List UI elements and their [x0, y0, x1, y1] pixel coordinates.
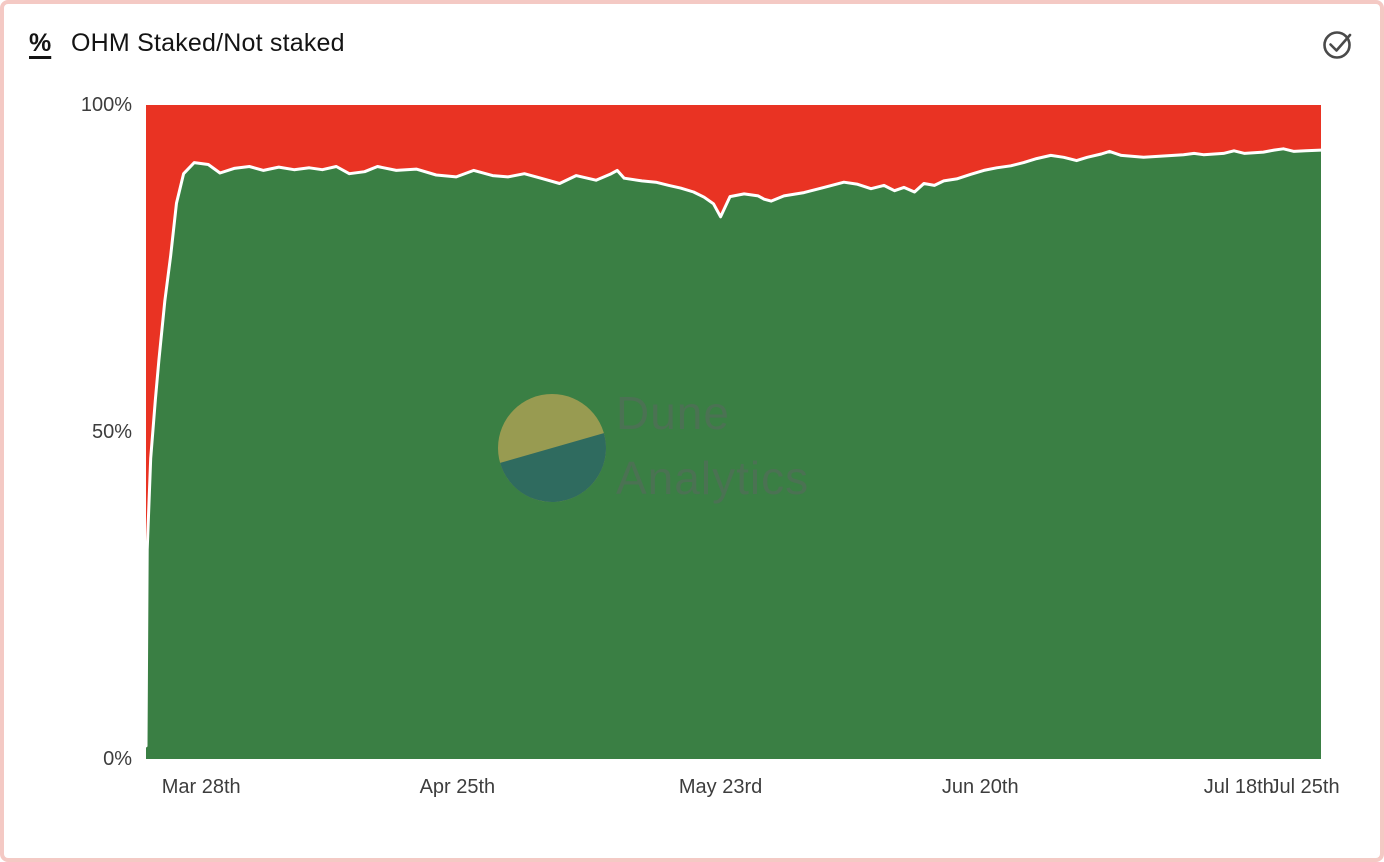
x-axis-tick: Mar 28th — [161, 776, 241, 798]
chart-title: OHM Staked/Not staked — [71, 29, 345, 57]
x-axis-tick: Jul 25th — [1269, 776, 1340, 798]
query-percent-link[interactable]: % — [29, 29, 52, 57]
staked-area — [146, 148, 1321, 759]
y-axis-tick: 50% — [91, 421, 132, 443]
x-axis-tick: Apr 25th — [419, 776, 496, 798]
watermark-logo-bottom — [500, 433, 606, 502]
stacked-area-chart[interactable]: Dune Analytics — [146, 105, 1321, 759]
x-axis-tick: Jun 20th — [941, 776, 1019, 798]
y-axis-tick: 100% — [80, 94, 132, 116]
y-axis-tick: 0% — [103, 748, 132, 770]
series-boundary-line — [146, 147, 1321, 748]
check-circle-icon[interactable] — [1320, 26, 1356, 62]
x-axis-tick: May 23rd — [678, 776, 763, 798]
watermark-text-line1: Dune — [616, 387, 730, 439]
watermark-text-line2: Analytics — [616, 452, 809, 504]
x-axis-tick: Jul 18th — [1203, 776, 1274, 798]
